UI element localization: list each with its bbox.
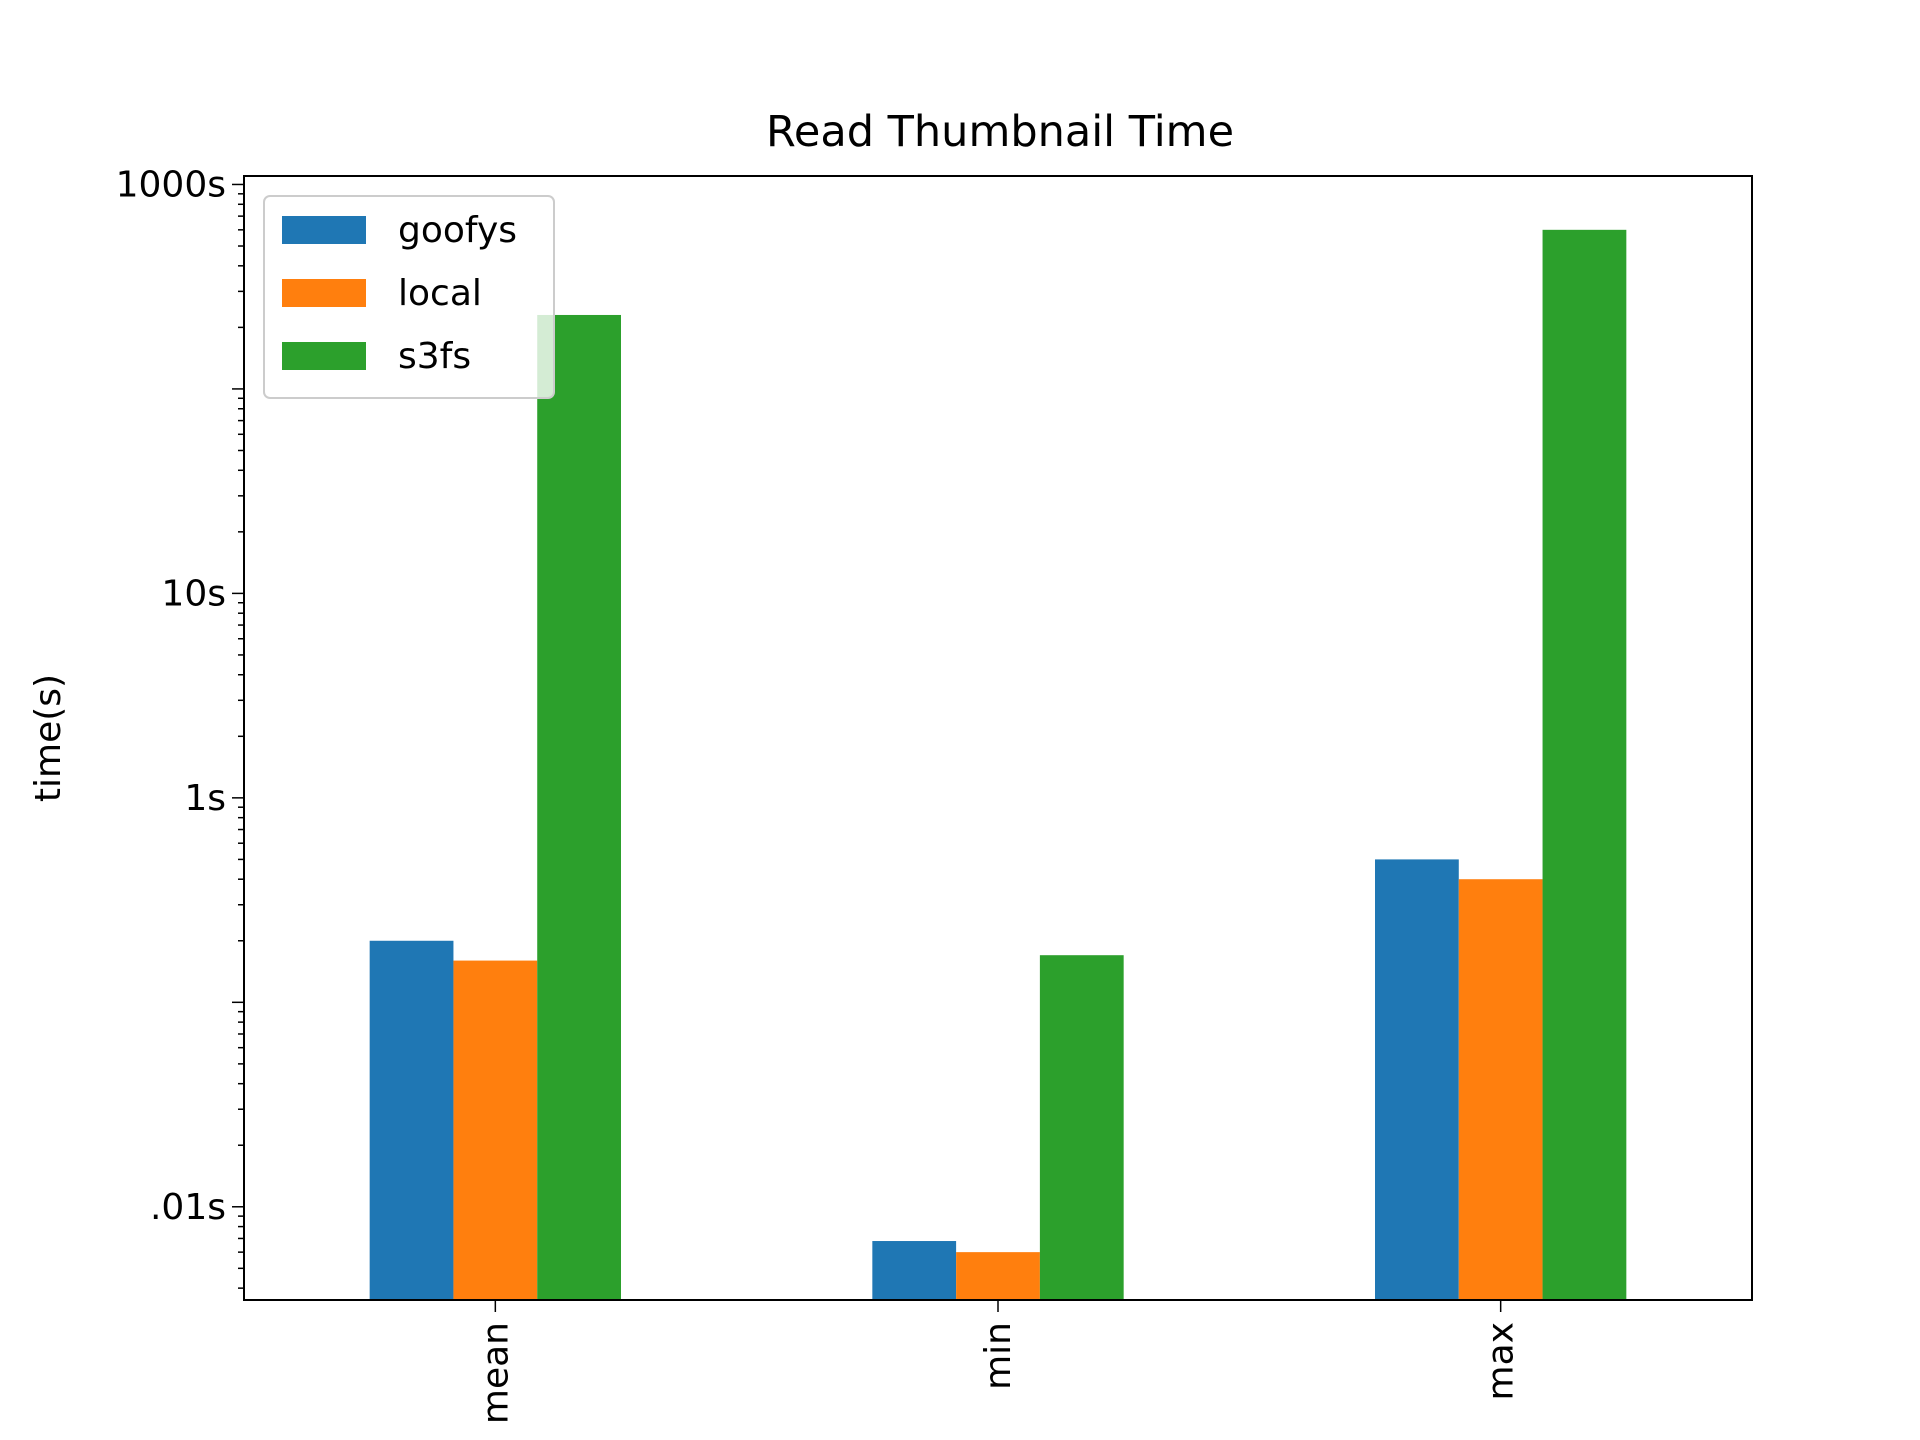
x-tick-label: min bbox=[978, 1322, 1019, 1390]
bar-local-max bbox=[1458, 879, 1543, 1300]
legend-swatch-goofys bbox=[282, 216, 366, 244]
bar-s3fs-min bbox=[1039, 955, 1124, 1300]
y-tick-label: 1s bbox=[184, 778, 226, 819]
x-tick-label: max bbox=[1481, 1322, 1522, 1400]
bar-goofys-max bbox=[1375, 859, 1459, 1300]
bar-local-mean bbox=[453, 960, 538, 1300]
y-axis-label: time(s) bbox=[28, 674, 69, 802]
bars-group bbox=[369, 229, 1627, 1301]
legend-label-s3fs: s3fs bbox=[398, 336, 471, 377]
bar-s3fs-max bbox=[1542, 229, 1627, 1301]
x-axis: mean min max bbox=[475, 1300, 1522, 1424]
y-tick-label: 1000s bbox=[116, 164, 226, 205]
bar-goofys-mean bbox=[369, 940, 454, 1300]
legend-swatch-local bbox=[282, 279, 366, 307]
legend: goofys local s3fs bbox=[263, 195, 555, 399]
bar-goofys-min bbox=[872, 1241, 957, 1300]
legend-label-goofys: goofys bbox=[398, 210, 517, 251]
legend-label-local: local bbox=[398, 273, 482, 314]
bar-s3fs-mean bbox=[537, 314, 621, 1300]
y-tick-label: 10s bbox=[161, 573, 226, 614]
legend-swatch-s3fs bbox=[282, 342, 366, 370]
x-tick-label: mean bbox=[475, 1322, 516, 1424]
chart-title: Read Thumbnail Time bbox=[766, 107, 1234, 157]
y-axis: 1000s 10s 1s .01s bbox=[116, 164, 244, 1289]
y-tick-label: .01s bbox=[150, 1187, 226, 1228]
bar-local-min bbox=[956, 1252, 1040, 1300]
